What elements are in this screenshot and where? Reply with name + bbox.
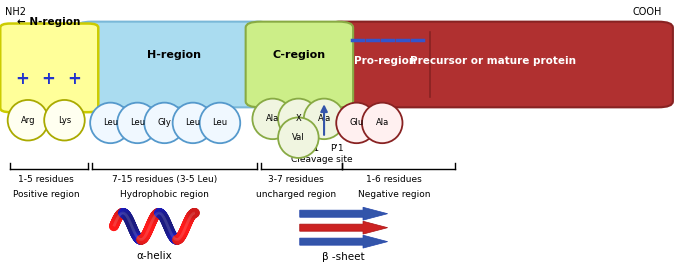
Ellipse shape (200, 103, 240, 143)
Ellipse shape (253, 99, 293, 139)
Ellipse shape (144, 103, 185, 143)
Ellipse shape (172, 103, 213, 143)
Ellipse shape (7, 100, 48, 140)
Text: ← N-region: ← N-region (16, 17, 80, 27)
Text: uncharged region: uncharged region (256, 190, 336, 199)
Text: NH2: NH2 (5, 7, 26, 17)
Ellipse shape (117, 103, 158, 143)
Text: 3-7 residues: 3-7 residues (268, 175, 324, 184)
Text: Leu: Leu (185, 119, 200, 127)
FancyBboxPatch shape (77, 22, 272, 107)
Ellipse shape (362, 103, 403, 143)
Polygon shape (299, 221, 388, 234)
Text: Ala: Ala (318, 114, 331, 123)
Text: Val: Val (292, 133, 305, 142)
Text: Cleavage site: Cleavage site (291, 155, 353, 164)
Text: Leu: Leu (213, 119, 227, 127)
Ellipse shape (304, 99, 344, 139)
Text: Pro-region: Pro-region (354, 56, 416, 66)
Text: 7-15 residues (3-5 Leu): 7-15 residues (3-5 Leu) (112, 175, 217, 184)
Text: +: + (16, 70, 29, 87)
Text: C-region: C-region (273, 50, 326, 60)
Text: α-helix: α-helix (136, 251, 172, 261)
Text: Hydrophobic region: Hydrophobic region (120, 190, 209, 199)
Text: Negative region: Negative region (358, 190, 430, 199)
Text: Positive region: Positive region (13, 190, 79, 199)
Text: Precursor or mature protein: Precursor or mature protein (410, 56, 576, 66)
Ellipse shape (90, 103, 131, 143)
Ellipse shape (336, 103, 377, 143)
Text: Ala: Ala (375, 119, 389, 127)
Text: Leu: Leu (103, 119, 118, 127)
Text: COOH: COOH (632, 7, 661, 17)
Text: +: + (41, 70, 55, 87)
Text: P'1: P'1 (330, 144, 344, 153)
Text: 1-6 residues: 1-6 residues (367, 175, 422, 184)
Text: P1: P1 (308, 144, 320, 153)
Text: Lys: Lys (58, 116, 71, 125)
Ellipse shape (278, 99, 318, 139)
Text: Gly: Gly (158, 119, 172, 127)
Text: +: + (67, 70, 81, 87)
Ellipse shape (44, 100, 85, 140)
FancyBboxPatch shape (0, 23, 98, 112)
Text: H-region: H-region (147, 50, 201, 60)
Polygon shape (299, 235, 388, 248)
FancyBboxPatch shape (327, 22, 673, 107)
Text: Leu: Leu (130, 119, 145, 127)
Ellipse shape (278, 117, 318, 158)
Text: β -sheet: β -sheet (323, 252, 365, 262)
Polygon shape (299, 207, 388, 220)
FancyBboxPatch shape (246, 22, 353, 107)
Text: X: X (295, 114, 301, 123)
Text: Ala: Ala (266, 114, 279, 123)
Text: Glu: Glu (350, 119, 364, 127)
Text: Arg: Arg (21, 116, 35, 125)
Text: 1-5 residues: 1-5 residues (18, 175, 74, 184)
